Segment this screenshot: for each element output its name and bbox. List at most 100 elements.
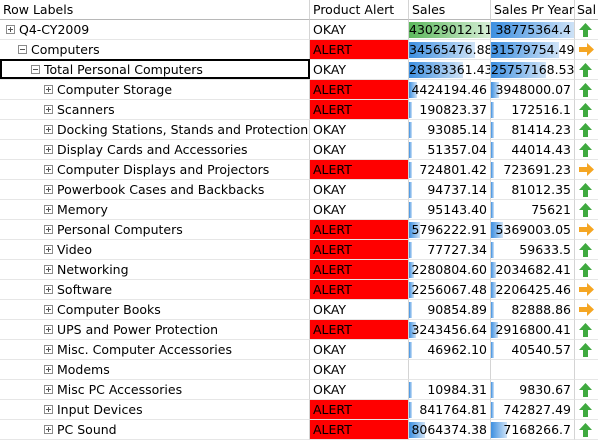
trend-cell[interactable]	[575, 160, 598, 180]
row-label-cell[interactable]: Powerbook Cases and Backbacks	[0, 180, 310, 200]
product-alert-cell[interactable]: ALERT	[310, 320, 409, 340]
sales-cell[interactable]: 190823.37	[409, 100, 491, 120]
sales-prior-year-cell[interactable]: 9830.67	[491, 380, 575, 400]
trend-cell[interactable]	[575, 380, 598, 400]
product-alert-cell[interactable]: ALERT	[310, 100, 409, 120]
sales-prior-year-cell[interactable]: 40540.57	[491, 340, 575, 360]
trend-cell[interactable]	[575, 120, 598, 140]
sales-cell[interactable]: 5796222.91	[409, 220, 491, 240]
row-label-cell[interactable]: Input Devices	[0, 400, 310, 420]
product-alert-cell[interactable]: ALERT	[310, 260, 409, 280]
sales-cell[interactable]: 10984.31	[409, 380, 491, 400]
sales-cell[interactable]: 8064374.38	[409, 420, 491, 440]
row-label-cell[interactable]: UPS and Power Protection	[0, 320, 310, 340]
sales-cell[interactable]: 43029012.11	[409, 20, 491, 40]
sales-prior-year-cell[interactable]: 75621	[491, 200, 575, 220]
trend-cell[interactable]	[575, 20, 598, 40]
product-alert-cell[interactable]: ALERT	[310, 280, 409, 300]
row-label-cell[interactable]: Display Cards and Accessories	[0, 140, 310, 160]
row-labels-header[interactable]: Row Labels	[0, 0, 310, 20]
sales-cell[interactable]: 28383361.43	[409, 60, 491, 80]
expand-icon[interactable]	[44, 105, 53, 114]
sales-prior-year-cell[interactable]: 2206425.46	[491, 280, 575, 300]
sales-cell[interactable]: 724801.42	[409, 160, 491, 180]
trend-cell[interactable]	[575, 40, 598, 60]
row-label-cell[interactable]: Computers	[0, 40, 310, 60]
sales-cell[interactable]: 2256067.48	[409, 280, 491, 300]
expand-icon[interactable]	[44, 265, 53, 274]
sales-cell[interactable]: 90854.89	[409, 300, 491, 320]
trend-cell[interactable]	[575, 340, 598, 360]
sales-cell[interactable]: 2280804.60	[409, 260, 491, 280]
sales-prior-year-cell[interactable]: 7168266.7	[491, 420, 575, 440]
expand-icon[interactable]	[44, 185, 53, 194]
sales-prior-year-cell[interactable]: 38775364.4	[491, 20, 575, 40]
sales-prior-year-cell[interactable]: 81414.23	[491, 120, 575, 140]
trend-cell[interactable]	[575, 240, 598, 260]
expand-icon[interactable]	[44, 305, 53, 314]
row-label-cell[interactable]: Personal Computers	[0, 220, 310, 240]
product-alert-cell[interactable]: OKAY	[310, 20, 409, 40]
row-label-cell[interactable]: Software	[0, 280, 310, 300]
row-label-cell[interactable]: Memory	[0, 200, 310, 220]
row-label-cell[interactable]: Video	[0, 240, 310, 260]
sales-cell[interactable]: 3243456.64	[409, 320, 491, 340]
trend-cell[interactable]	[575, 360, 598, 380]
product-alert-cell[interactable]: OKAY	[310, 380, 409, 400]
trend-cell[interactable]	[575, 140, 598, 160]
product-alert-cell[interactable]: OKAY	[310, 60, 409, 80]
trend-cell[interactable]	[575, 220, 598, 240]
expand-icon[interactable]	[44, 85, 53, 94]
product-alert-cell[interactable]: OKAY	[310, 180, 409, 200]
sales-cell[interactable]: 51357.04	[409, 140, 491, 160]
expand-icon[interactable]	[44, 205, 53, 214]
sales-header[interactable]: Sales	[409, 0, 491, 20]
expand-icon[interactable]	[44, 145, 53, 154]
sales-prior-year-cell[interactable]: 31579754.49	[491, 40, 575, 60]
product-alert-cell[interactable]: OKAY	[310, 140, 409, 160]
product-alert-cell[interactable]: ALERT	[310, 240, 409, 260]
row-label-cell[interactable]: Computer Displays and Projectors	[0, 160, 310, 180]
sales-prior-year-cell[interactable]: 172516.1	[491, 100, 575, 120]
expand-icon[interactable]	[44, 385, 53, 394]
product-alert-cell[interactable]: ALERT	[310, 80, 409, 100]
trend-cell[interactable]	[575, 200, 598, 220]
product-alert-cell[interactable]: OKAY	[310, 120, 409, 140]
expand-icon[interactable]	[44, 405, 53, 414]
trend-cell[interactable]	[575, 80, 598, 100]
sales-prior-year-cell[interactable]: 81012.35	[491, 180, 575, 200]
sales-prior-year-cell[interactable]: 2034682.41	[491, 260, 575, 280]
product-alert-cell[interactable]: ALERT	[310, 160, 409, 180]
product-alert-cell[interactable]: OKAY	[310, 360, 409, 380]
row-label-cell[interactable]: Misc PC Accessories	[0, 380, 310, 400]
sales-cell[interactable]: 841764.81	[409, 400, 491, 420]
expand-icon[interactable]	[44, 365, 53, 374]
row-label-cell[interactable]: Total Personal Computers	[0, 60, 310, 80]
sales-prior-year-cell[interactable]: 59633.5	[491, 240, 575, 260]
product-alert-cell[interactable]: OKAY	[310, 200, 409, 220]
sales-prior-year-cell[interactable]: 25757168.53	[491, 60, 575, 80]
sales-cell[interactable]: 46962.10	[409, 340, 491, 360]
product-alert-cell[interactable]: ALERT	[310, 40, 409, 60]
expand-icon[interactable]	[44, 325, 53, 334]
trend-cell[interactable]	[575, 320, 598, 340]
collapse-icon[interactable]	[18, 45, 27, 54]
row-label-cell[interactable]: Misc. Computer Accessories	[0, 340, 310, 360]
product-alert-cell[interactable]: ALERT	[310, 420, 409, 440]
row-label-cell[interactable]: Computer Books	[0, 300, 310, 320]
row-label-cell[interactable]: PC Sound	[0, 420, 310, 440]
trend-cell[interactable]	[575, 420, 598, 440]
trend-cell[interactable]	[575, 260, 598, 280]
row-label-cell[interactable]: Docking Stations, Stands and Protection	[0, 120, 310, 140]
collapse-icon[interactable]	[31, 65, 40, 74]
sales-prior-year-cell[interactable]: 742827.49	[491, 400, 575, 420]
sales-prior-year-cell[interactable]: 82888.86	[491, 300, 575, 320]
expand-icon[interactable]	[6, 25, 15, 34]
sales-cell[interactable]	[409, 360, 491, 380]
expand-icon[interactable]	[44, 125, 53, 134]
trend-cell[interactable]	[575, 60, 598, 80]
row-label-cell[interactable]: Networking	[0, 260, 310, 280]
row-label-cell[interactable]: Computer Storage	[0, 80, 310, 100]
row-label-cell[interactable]: Q4-CY2009	[0, 20, 310, 40]
sales-prior-year-cell[interactable]: 723691.23	[491, 160, 575, 180]
